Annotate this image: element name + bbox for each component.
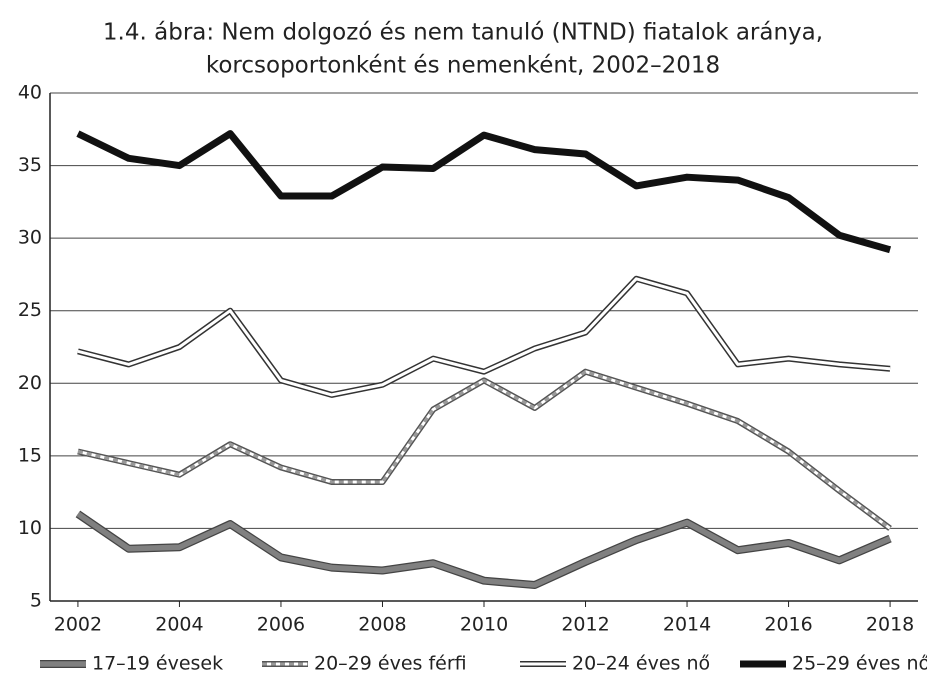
series-line [76, 511, 892, 588]
y-tick-label: 20 [18, 372, 42, 394]
y-tick-label: 40 [18, 82, 42, 104]
y-tick-label: 25 [18, 299, 42, 321]
x-tick-label: 2002 [54, 614, 102, 636]
x-tick-label: 2014 [663, 614, 711, 636]
x-tick-label: 2010 [460, 614, 508, 636]
series-line [77, 277, 891, 397]
x-tick-label: 2016 [764, 614, 812, 636]
x-tick-label: 2006 [257, 614, 305, 636]
series-line [77, 370, 891, 530]
legend-label: 25–29 éves nő [792, 653, 927, 675]
chart-title: korcsoportonként és nemenként, 2002–2018 [206, 53, 720, 79]
series-line [75, 510, 892, 590]
x-tick-label: 2008 [358, 614, 406, 636]
series-line [76, 130, 892, 254]
y-tick-label: 5 [30, 590, 42, 612]
series-line [77, 370, 891, 530]
x-tick-label: 2012 [561, 614, 609, 636]
y-tick-label: 30 [18, 227, 42, 249]
legend-label: 20–29 éves férfi [314, 653, 467, 675]
y-tick-label: 15 [18, 444, 42, 466]
y-tick-label: 35 [18, 154, 42, 176]
x-tick-label: 2018 [866, 614, 914, 636]
legend-label: 20–24 éves nő [572, 653, 710, 675]
legend-label: 17–19 évesek [92, 653, 223, 675]
chart-title: 1.4. ábra: Nem dolgozó és nem tanuló (NT… [103, 20, 823, 46]
y-tick-label: 10 [18, 517, 42, 539]
series-line [77, 368, 892, 531]
x-tick-label: 2004 [155, 614, 203, 636]
